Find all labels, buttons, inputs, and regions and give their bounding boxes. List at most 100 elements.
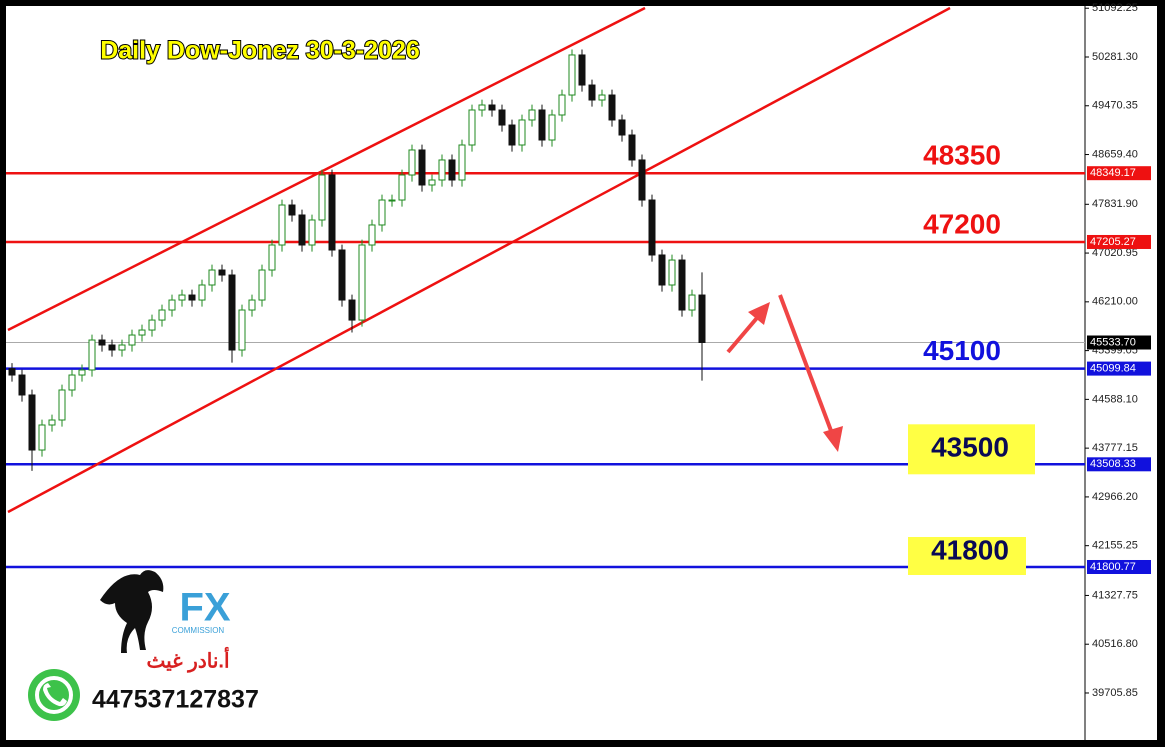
arrow-up (726, 302, 770, 354)
phone: 447537127837 (92, 686, 259, 714)
level-name: 48350 (923, 140, 1001, 171)
candle-body (148, 319, 156, 331)
candle-body (608, 94, 616, 121)
candle-body (448, 159, 456, 181)
candle-body (468, 109, 476, 146)
level-name: 43500 (931, 432, 1009, 463)
plot-background (6, 6, 1157, 740)
level-tag-label: 41800.77 (1090, 561, 1136, 573)
level-name: 47200 (923, 208, 1001, 239)
candle-body (128, 334, 136, 346)
level-tag-label: 45099.84 (1090, 363, 1136, 375)
candle-body (428, 179, 436, 186)
candle-body (578, 54, 586, 86)
y-tick-label: 42155.25 (1092, 540, 1138, 552)
candle-body (618, 119, 626, 136)
author: أ.نادر غيث (146, 646, 229, 673)
candle-body (478, 104, 486, 111)
candle-body (8, 368, 16, 376)
candle-body (368, 224, 376, 246)
candle-body (498, 109, 506, 126)
level-name: 45100 (923, 335, 1001, 366)
channel-lower (7, 6, 951, 514)
y-tick-label: 40516.80 (1092, 638, 1138, 650)
candle-body (258, 269, 266, 301)
level-tag (1087, 234, 1151, 249)
candle-body (568, 54, 576, 96)
candle-body (218, 269, 226, 276)
candle-body (518, 119, 526, 146)
y-tick-label: 47831.90 (1092, 198, 1138, 210)
current-price-tag (1087, 335, 1151, 350)
y-tick-label: 51092.25 (1092, 2, 1138, 14)
candle-body (48, 419, 56, 426)
candle-body (88, 339, 96, 371)
candle-body (38, 424, 46, 451)
candle-body (348, 299, 356, 321)
y-tick-label: 41327.75 (1092, 589, 1138, 601)
candle-body (188, 294, 196, 301)
y-tick-label: 50281.30 (1092, 51, 1138, 63)
candle-body (198, 284, 206, 301)
level-highlight (908, 424, 1035, 475)
candle-body (18, 374, 26, 396)
candle-body (238, 309, 246, 351)
y-tick-label: 47020.95 (1092, 247, 1138, 259)
current-price-label: 45533.70 (1090, 336, 1136, 348)
y-tick-label: 42966.20 (1092, 491, 1138, 503)
candle-body (668, 259, 676, 286)
candle-body (548, 114, 556, 141)
candle-body (628, 134, 636, 161)
y-tick-label: 49470.35 (1092, 100, 1138, 112)
levels-layer: 45533.70 48350 48349.17 47200 47205.27 45100 4… (6, 140, 1151, 575)
candle-body (288, 204, 296, 216)
candle-body (108, 344, 116, 351)
candle-body (438, 159, 446, 181)
candle-body (488, 104, 496, 111)
candle-body (78, 369, 86, 376)
candle-body (648, 199, 656, 256)
candle-body (558, 94, 566, 116)
candle-body (408, 149, 416, 176)
level-name: 41800 (931, 534, 1009, 565)
candle-body (268, 244, 276, 271)
candle-body (658, 254, 666, 286)
candle-body (458, 144, 466, 181)
candle-body (168, 299, 176, 311)
candle-body (208, 269, 216, 286)
logo: FX COMMISSION أ.نادر غيث (100, 570, 231, 673)
level-tag-label: 48349.17 (1090, 167, 1136, 179)
chart-title: Daily Dow-Jonez 30-3-2026 (100, 37, 420, 65)
candle-body (538, 109, 546, 141)
candle-body (638, 159, 646, 201)
candle-body (698, 294, 706, 343)
level-tag (1087, 361, 1151, 376)
candle-body (308, 219, 316, 246)
candle-body (418, 149, 426, 186)
candle-body (68, 374, 76, 391)
candle-body (528, 109, 536, 121)
candle-body (138, 329, 146, 336)
candle-body (328, 174, 336, 251)
level-tag (1087, 559, 1151, 574)
brand-sub: COMMISSION (172, 626, 225, 635)
candle-body (388, 199, 396, 202)
y-tick-label: 43777.15 (1092, 442, 1138, 454)
brand: FX (179, 586, 230, 630)
candle-body (678, 259, 686, 311)
candle-body (278, 204, 286, 246)
level-tag-label: 47205.27 (1090, 236, 1136, 248)
candle-body (158, 309, 166, 321)
level-tag-label: 43508.33 (1090, 458, 1136, 470)
channel-upper (7, 6, 646, 332)
y-tick-label: 46210.00 (1092, 296, 1138, 308)
candle-body (338, 249, 346, 301)
horse-icon (100, 570, 164, 653)
candle-body (118, 344, 126, 351)
candle-body (688, 294, 696, 311)
whatsapp-icon (28, 669, 80, 721)
arrow-down (778, 294, 843, 452)
candle-body (358, 244, 366, 321)
candle-body (98, 339, 106, 346)
